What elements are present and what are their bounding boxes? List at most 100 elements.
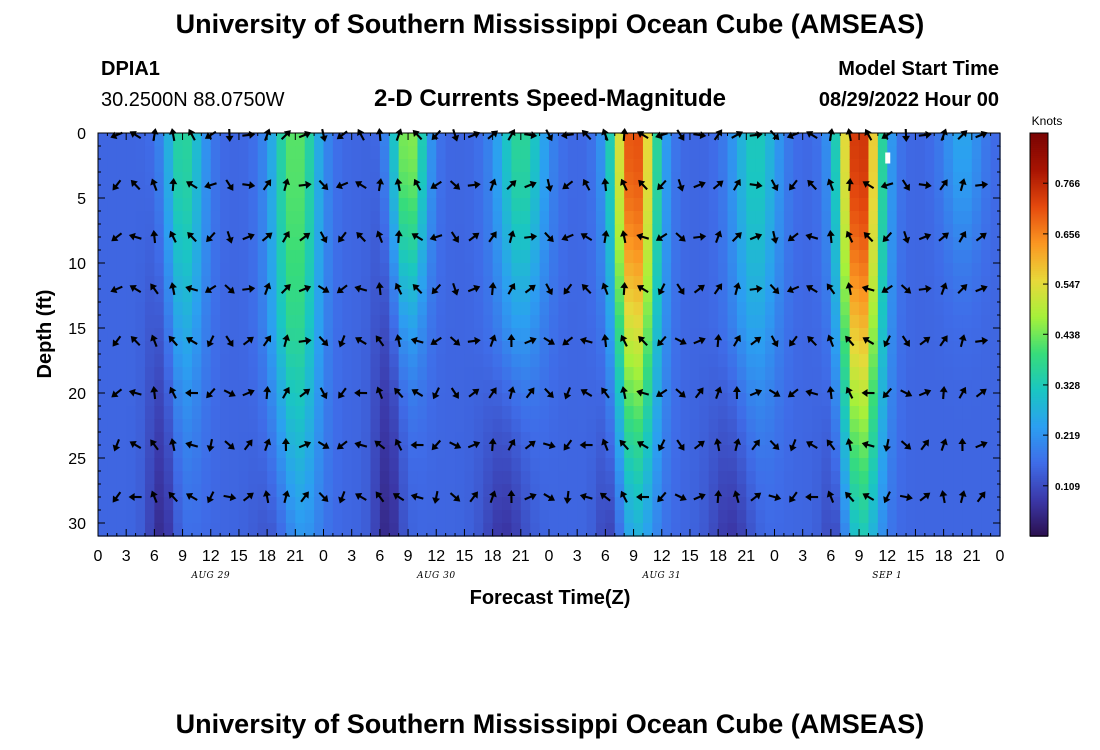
heatmap-cell bbox=[210, 484, 221, 498]
colorbar-band bbox=[1030, 167, 1048, 171]
heatmap-cell bbox=[267, 432, 278, 446]
heatmap-cell bbox=[595, 484, 607, 498]
heatmap-cell bbox=[285, 133, 297, 147]
heatmap-cell bbox=[642, 419, 654, 433]
heatmap-cell bbox=[464, 432, 475, 446]
heatmap-cell bbox=[267, 224, 278, 238]
heatmap-cell bbox=[248, 523, 259, 537]
heatmap-cell bbox=[821, 133, 832, 147]
heatmap-cell bbox=[868, 406, 879, 420]
heatmap-cell bbox=[981, 211, 992, 225]
heatmap-cell bbox=[351, 484, 362, 498]
heatmap-cell bbox=[163, 276, 174, 290]
heatmap-cell bbox=[304, 146, 315, 160]
colorbar-band bbox=[1030, 497, 1048, 501]
heatmap-cell bbox=[699, 341, 710, 355]
heatmap-cell bbox=[746, 211, 757, 225]
colorbar-band bbox=[1030, 362, 1048, 366]
heatmap-cell bbox=[765, 159, 776, 173]
heatmap-cell bbox=[953, 458, 964, 472]
heatmap-cell bbox=[98, 224, 109, 238]
heatmap-cell bbox=[398, 419, 409, 433]
heatmap-cell bbox=[802, 133, 813, 147]
heatmap-cell bbox=[229, 458, 240, 472]
heatmap-cell bbox=[116, 237, 127, 251]
heatmap-cell bbox=[821, 159, 832, 173]
heatmap-cell bbox=[323, 393, 334, 407]
heatmap-cell bbox=[802, 523, 813, 537]
heatmap-cell bbox=[370, 523, 381, 537]
heatmap-cell bbox=[163, 263, 174, 277]
current-arrow bbox=[507, 282, 516, 295]
heatmap-cell bbox=[436, 198, 447, 212]
heatmap-cell bbox=[154, 367, 165, 381]
heatmap-cell bbox=[530, 328, 541, 342]
heatmap-cell bbox=[492, 289, 503, 303]
heatmap-cell bbox=[379, 302, 390, 316]
colorbar-band bbox=[1030, 255, 1048, 259]
y-tick-label: 15 bbox=[68, 321, 86, 338]
heatmap-cell bbox=[539, 250, 550, 264]
heatmap-cell bbox=[746, 237, 757, 251]
heatmap-cell bbox=[924, 198, 935, 212]
heatmap-cell bbox=[718, 458, 729, 472]
current-arrow bbox=[601, 282, 609, 295]
heatmap-cell bbox=[549, 393, 560, 407]
heatmap-cell bbox=[896, 445, 907, 459]
heatmap-cell bbox=[323, 146, 334, 160]
heatmap-cell bbox=[595, 445, 607, 459]
heatmap-cell bbox=[144, 250, 156, 264]
heatmap-cell bbox=[746, 497, 757, 511]
heatmap-cell bbox=[201, 276, 212, 290]
heatmap-cell bbox=[577, 224, 588, 238]
current-arrow bbox=[918, 388, 932, 397]
heatmap-cell bbox=[840, 523, 851, 537]
heatmap-cell bbox=[351, 211, 362, 225]
heatmap-cell bbox=[595, 302, 607, 316]
heatmap-cell bbox=[483, 211, 494, 225]
current-arrow bbox=[562, 336, 574, 346]
heatmap-cell bbox=[887, 250, 898, 264]
heatmap-cell bbox=[971, 250, 982, 264]
heatmap-cell bbox=[408, 380, 419, 394]
heatmap-cell bbox=[633, 419, 644, 433]
heatmap-cell bbox=[924, 289, 935, 303]
heatmap-cell bbox=[248, 419, 259, 433]
heatmap-cell bbox=[126, 393, 137, 407]
colorbar-band bbox=[1030, 485, 1048, 489]
heatmap-cell bbox=[154, 419, 165, 433]
current-arrow bbox=[732, 490, 741, 504]
heatmap-cell bbox=[896, 224, 907, 238]
current-arrow bbox=[355, 181, 367, 190]
heatmap-cell bbox=[220, 523, 231, 537]
heatmap-cell bbox=[793, 510, 804, 524]
heatmap-cell bbox=[248, 237, 259, 251]
x-tick-label: 0 bbox=[319, 548, 328, 565]
heatmap-cell bbox=[915, 250, 926, 264]
current-arrow bbox=[449, 441, 462, 450]
heatmap-cell bbox=[379, 185, 390, 199]
heatmap-cell bbox=[652, 419, 663, 433]
heatmap-cell bbox=[229, 445, 240, 459]
current-arrow bbox=[204, 284, 217, 293]
heatmap-cell bbox=[624, 276, 635, 290]
heatmap-cell bbox=[520, 302, 531, 316]
heatmap-cell bbox=[379, 484, 390, 498]
heatmap-cell bbox=[417, 172, 428, 186]
current-arrow bbox=[676, 439, 685, 451]
heatmap-cell bbox=[144, 419, 156, 433]
heatmap-cell bbox=[671, 445, 682, 459]
heatmap-cell bbox=[802, 445, 813, 459]
heatmap-cell bbox=[210, 432, 221, 446]
colorbar-band bbox=[1030, 205, 1048, 209]
heatmap-cell bbox=[755, 185, 766, 199]
heatmap-cell bbox=[558, 354, 569, 368]
heatmap-cell bbox=[304, 224, 315, 238]
heatmap-cell bbox=[389, 302, 400, 316]
heatmap-cell bbox=[830, 224, 841, 238]
heatmap-cell bbox=[539, 159, 550, 173]
colorbar-band bbox=[1030, 479, 1048, 483]
heatmap-cell bbox=[182, 484, 193, 498]
heatmap-cell bbox=[642, 315, 654, 329]
heatmap-cell bbox=[915, 237, 926, 251]
